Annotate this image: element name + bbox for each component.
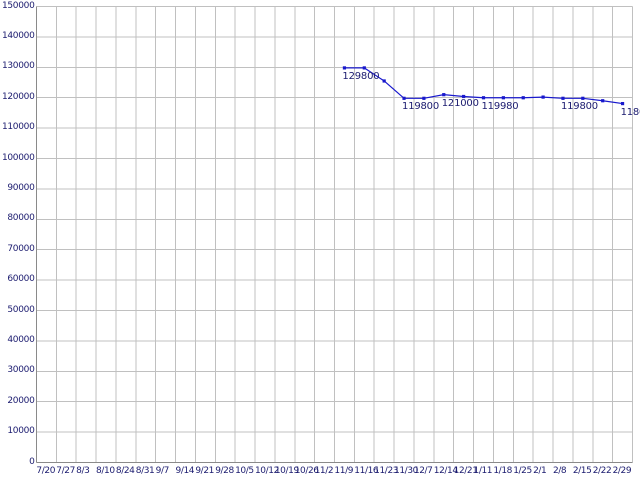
x-tick-label: 1/25 xyxy=(513,465,532,476)
x-tick-label: 11/16 xyxy=(354,465,379,476)
x-tick-label: 8/10 xyxy=(96,465,115,476)
x-tick-label: 9/7 xyxy=(155,465,170,476)
x-tick-label: 11/2 xyxy=(314,465,334,476)
x-tick-label: 10/19 xyxy=(274,465,299,476)
data-point-marker xyxy=(581,96,585,100)
y-tick-label: 140000 xyxy=(1,30,35,41)
x-tick-label: 12/14 xyxy=(433,465,458,476)
x-tick-label: 2/15 xyxy=(572,465,592,476)
data-point-marker xyxy=(342,66,347,70)
data-point-marker xyxy=(561,96,565,100)
data-point-marker xyxy=(541,95,545,99)
y-tick-label: 80000 xyxy=(7,213,35,224)
x-tick-label: 10/26 xyxy=(294,465,319,476)
x-tick-label: 10/5 xyxy=(235,465,254,476)
x-tick-label: 2/8 xyxy=(552,465,567,476)
x-tick-label: 11/9 xyxy=(334,465,354,476)
x-tick-label: 1/11 xyxy=(473,465,493,476)
x-tick-label: 8/31 xyxy=(135,465,155,476)
y-tick-label: 100000 xyxy=(1,152,35,163)
data-point-marker xyxy=(501,96,505,100)
grid-lines xyxy=(36,6,633,463)
y-tick-label: 30000 xyxy=(7,365,35,376)
point-value-label: 129800 xyxy=(342,70,380,82)
data-point-marker xyxy=(601,99,605,103)
x-tick-label: 1/18 xyxy=(493,465,512,476)
point-value-label: 121000 xyxy=(441,97,479,109)
y-tick-label: 0 xyxy=(29,456,35,467)
data-point-markers xyxy=(342,66,625,106)
point-value-label: 119800 xyxy=(402,101,440,113)
x-tick-label: 12/7 xyxy=(413,465,433,476)
y-tick-label: 70000 xyxy=(7,243,35,254)
y-tick-label: 130000 xyxy=(1,61,35,72)
x-tick-label: 2/22 xyxy=(592,465,612,476)
data-point-marker xyxy=(382,79,386,83)
data-point-marker xyxy=(362,66,366,70)
data-point-marker xyxy=(402,96,406,100)
axis-lines xyxy=(36,6,633,463)
y-tick-label: 60000 xyxy=(7,274,35,285)
y-tick-label: 20000 xyxy=(7,395,35,406)
x-tick-label: 7/20 xyxy=(36,465,56,476)
data-point-marker xyxy=(481,96,486,100)
x-tick-label: 9/21 xyxy=(195,465,214,476)
x-tick-label: 10/12 xyxy=(254,465,279,476)
y-tick-label: 90000 xyxy=(7,182,35,193)
x-tick-label: 9/28 xyxy=(215,465,234,476)
x-tick-label: 8/3 xyxy=(76,465,90,476)
point-value-label: 118064 xyxy=(620,106,640,118)
data-point-marker xyxy=(462,94,466,99)
y-tick-label: 120000 xyxy=(1,91,35,102)
data-point-marker xyxy=(521,96,525,100)
data-point-marker xyxy=(442,93,446,97)
point-value-label: 119980 xyxy=(481,100,519,112)
data-point-marker xyxy=(620,101,625,106)
y-tick-label: 110000 xyxy=(1,122,35,133)
x-tick-label: 7/27 xyxy=(56,465,75,476)
x-tick-label: 11/30 xyxy=(394,465,418,476)
y-tick-label: 10000 xyxy=(7,426,35,437)
y-tick-label: 40000 xyxy=(7,334,35,345)
x-tick-label: 2/29 xyxy=(612,465,632,476)
x-tick-label: 2/1 xyxy=(533,465,547,476)
x-tick-label: 9/14 xyxy=(175,465,195,476)
point-value-label: 119800 xyxy=(560,101,598,113)
y-tick-label: 150000 xyxy=(1,0,35,11)
y-tick-label: 50000 xyxy=(7,304,35,315)
x-tick-label: 12/21 xyxy=(453,465,478,476)
x-tick-label: 8/24 xyxy=(115,465,135,476)
x-tick-label: 11/23 xyxy=(374,465,399,476)
data-point-marker xyxy=(422,96,426,100)
